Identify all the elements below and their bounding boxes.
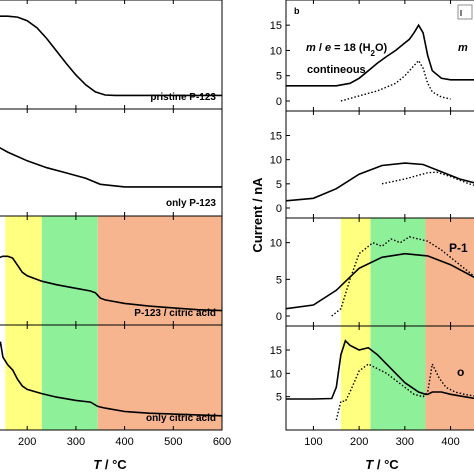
panel-b-2: 0 5 10 15: [270, 110, 474, 219]
panel-b-3: 0 5 10: [270, 217, 474, 327]
panel-a-3: [0, 215, 223, 326]
y-tick-label: 10: [270, 45, 282, 57]
series-dotted-line: [335, 361, 474, 421]
series-dotted-line: [340, 59, 451, 102]
x-tick-label: 300: [396, 436, 414, 448]
y-tick-label: 5: [276, 71, 282, 83]
x-axis-unit: / °C: [373, 457, 399, 472]
panel-frame: [285, 325, 474, 431]
mass-label-part: = 18 (H: [331, 42, 370, 54]
panel-label: pristine P-123: [150, 92, 216, 103]
panel-label: only P-123: [166, 198, 216, 209]
x-tick-label: 100: [304, 436, 322, 448]
x-tick-label: 300: [67, 436, 85, 448]
x-axis-unit: / °C: [101, 457, 127, 472]
y-tick-label: 15: [270, 345, 282, 357]
panel-letter: b: [294, 6, 300, 16]
x-tick-label: 400: [115, 436, 133, 448]
panel-plot-area: [0, 216, 222, 325]
series-solid-line: [0, 15, 222, 97]
tga-chart: 200 300 400 500 600 T / °C pristine P-123 only …: [0, 0, 231, 472]
panel-frame: [285, 110, 474, 219]
series-solid-line: [286, 339, 474, 400]
shading-yellow: [5, 216, 42, 325]
x-axis-title: T / °C: [365, 457, 399, 472]
mass-label-part: e: [325, 42, 331, 54]
x-tick-label: 600: [213, 436, 231, 448]
panel-a-4: [0, 324, 223, 431]
y-axis-title: Current / nA: [250, 177, 265, 253]
y-tick-label: 15: [270, 131, 282, 143]
shading-orange: [425, 218, 474, 326]
mass-label-sub: 2: [371, 49, 376, 58]
panel-plot-area: [0, 15, 222, 97]
series-solid-line: [286, 252, 474, 310]
panel-plot-area: [0, 146, 222, 188]
x-axis-title: T / °C: [93, 457, 127, 472]
y-tick-label: 15: [270, 20, 282, 32]
x-tick-label: 200: [18, 436, 36, 448]
panel-label: P-123 / citric acid: [134, 308, 216, 319]
panel-plot-area: [286, 218, 474, 326]
series-dotted-line: [381, 171, 474, 186]
mass-label: m / e = 18 (H2O): [306, 42, 388, 58]
series-solid-line: [286, 23, 474, 87]
shading-green: [41, 325, 98, 430]
cut-label: o: [457, 365, 464, 379]
mass-label-part: O): [375, 42, 388, 54]
y-tick-label: 5: [276, 392, 282, 404]
legend-box: [457, 4, 473, 20]
shading-green: [370, 326, 426, 430]
shading-green: [370, 218, 426, 326]
series-solid-line: [0, 255, 222, 312]
panel-plot-area: [286, 23, 474, 102]
mode-label: contineous: [307, 64, 366, 76]
panel-plot-area: [0, 325, 222, 430]
cut-label: m: [458, 42, 468, 54]
panel-label: only citric acid: [146, 413, 216, 424]
panel-plot-area: [286, 326, 474, 430]
x-axis-var: T: [365, 457, 374, 472]
panel-b-1: 0 5 10 15: [270, 0, 474, 112]
series-solid-line: [0, 341, 222, 417]
shading-green: [41, 216, 98, 325]
series-solid-line: [286, 162, 474, 202]
y-tick-label: 5: [276, 274, 282, 286]
x-tick-label: 400: [441, 436, 459, 448]
series-dotted-line: [331, 236, 474, 317]
x-tick-label: 200: [350, 436, 368, 448]
mass-label-part: /: [316, 42, 325, 54]
panel-plot-area: [286, 162, 474, 202]
cut-label: P-1: [449, 241, 468, 255]
ms-current-chart: 0 5 10 15 0 5 10 15 0 5 10 5 10 15 100 200 300 400 T / °C b…: [250, 0, 474, 472]
y-tick-label: 10: [270, 155, 282, 167]
y-tick-label: 10: [270, 368, 282, 380]
x-tick-label: 500: [164, 436, 182, 448]
y-tick-label: 10: [270, 238, 282, 250]
panel-b-4: 5 10 15: [270, 325, 474, 431]
y-tick-label: 0: [276, 203, 282, 215]
x-axis-var: T: [93, 457, 102, 472]
mass-label-part: m: [306, 42, 316, 54]
shading-yellow: [5, 325, 42, 430]
shading-orange: [97, 325, 222, 430]
y-tick-label: 0: [276, 311, 282, 323]
y-tick-label: 0: [276, 96, 282, 108]
y-tick-label: 5: [276, 179, 282, 191]
panel-frame: [285, 0, 474, 112]
panel-frame: [0, 324, 223, 431]
shading-orange: [425, 326, 474, 430]
series-solid-line: [0, 146, 222, 188]
